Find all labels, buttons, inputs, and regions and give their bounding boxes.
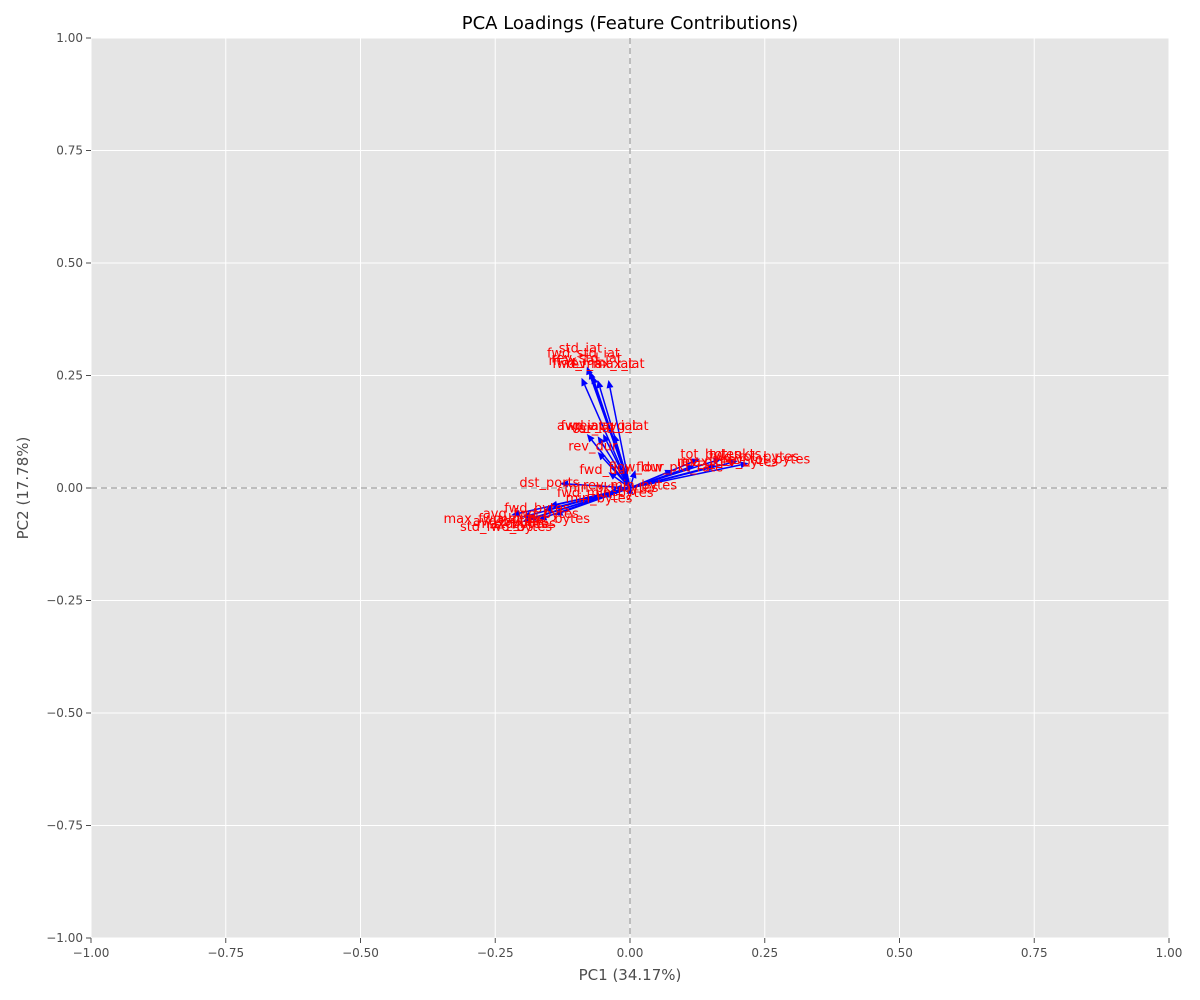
loading-label: dst_ports (519, 476, 579, 491)
loading-arrow (601, 442, 631, 489)
loading-label: max_rev_bytes (680, 455, 778, 470)
loading-label: avg_pkt_bytes (496, 512, 590, 527)
x-tick-label: −0.25 (477, 946, 514, 960)
loading-arrowhead (629, 470, 637, 479)
loading-label: tot_pkts (709, 447, 762, 462)
loading-arrowhead (586, 434, 595, 443)
loading-arrow (519, 487, 631, 514)
y-tick-label: −0.25 (46, 594, 83, 608)
loading-label: fwd_bytes (504, 502, 570, 517)
loading-arrow (629, 464, 741, 489)
loading-label: rev_dur (568, 440, 618, 455)
loading-label: std_fwd_bytes (460, 520, 552, 535)
loading-label: std_iat (559, 341, 602, 356)
x-tick-label: 0.50 (886, 946, 913, 960)
loading-arrowhead (603, 434, 610, 443)
loading-arrowhead (691, 458, 701, 466)
loading-labels: std_iatfwd_std_iatrev_std_iatmax_iatfwd_… (443, 341, 810, 535)
loading-label: max_iat (548, 354, 600, 369)
loading-label: fwd_std_iat (547, 346, 620, 361)
x-axis-label: PC1 (34.17%) (579, 966, 682, 984)
loading-label: rev_min_bytes (583, 478, 677, 493)
loading-label: min_bytes (566, 491, 633, 506)
x-tick-label: −0.50 (342, 946, 379, 960)
y-tick-label: −1.00 (46, 931, 83, 945)
loading-arrowhead (597, 436, 605, 445)
loading-label: avg_iat (557, 419, 604, 434)
loading-arrowhead (591, 375, 599, 385)
loading-label: avg_fwd_bytes (483, 507, 579, 522)
loading-label: rev_std_iat (551, 352, 622, 367)
loading-arrow (629, 466, 709, 489)
loading-arrowhead (522, 516, 531, 523)
loading-arrowhead (606, 380, 614, 389)
loading-label: var_iat (571, 421, 615, 436)
loading-arrowhead (729, 459, 738, 467)
y-axis-ticks: −1.00 −0.75 −0.50 −0.25 0.00 0.25 0.50 0.75 1.00 (46, 31, 91, 945)
loading-label: fwd_tot_bytes (709, 450, 799, 465)
loading-label: fwd_dur (579, 463, 631, 478)
loading-arrowhead (554, 509, 564, 516)
loading-arrowhead (538, 513, 548, 521)
loading-label: fwd_min_bytes (557, 486, 654, 501)
loading-label: rev_max_iat (566, 357, 645, 372)
y-tick-label: 0.00 (56, 481, 83, 495)
loading-arrow (614, 476, 631, 489)
loading-arrowhead (612, 434, 620, 443)
loading-label: max_bytes (477, 517, 548, 532)
loading-arrowhead (608, 472, 617, 480)
loading-arrowhead (712, 457, 722, 465)
x-tick-label: 0.00 (617, 946, 644, 960)
loading-arrowhead (559, 480, 569, 488)
x-tick-label: −0.75 (207, 946, 244, 960)
loading-arrow (602, 457, 631, 489)
y-tick-label: 1.00 (56, 31, 83, 45)
loading-arrow (561, 487, 631, 514)
chart-title: PCA Loadings (Feature Contributions) (462, 13, 799, 34)
y-tick-label: 0.75 (56, 144, 83, 158)
loading-label: fwd_avg_iat (561, 419, 638, 434)
x-tick-label: 1.00 (1156, 946, 1183, 960)
loading-arrowhead (581, 377, 588, 387)
loading-arrow (629, 477, 634, 489)
loading-arrowhead (685, 464, 695, 472)
loading-arrowhead (626, 485, 634, 494)
loading-arrow (609, 387, 631, 489)
x-tick-label: 0.25 (751, 946, 778, 960)
loading-arrow (605, 440, 631, 489)
loading-arrowhead (597, 452, 606, 461)
loading-label: rev_tot_bytes (723, 453, 811, 468)
loading-label: rev_avg_iat (574, 419, 648, 434)
loading-arrowhead (707, 464, 717, 471)
y-tick-label: 0.50 (56, 256, 83, 270)
loading-arrowhead (740, 461, 749, 469)
loading-arrowhead (511, 509, 520, 517)
loading-label: rev_pkts (677, 455, 732, 470)
loading-arrow (629, 467, 688, 489)
loading-arrow (584, 384, 631, 489)
y-tick-label: −0.75 (46, 819, 83, 833)
loading-arrowhead (596, 380, 604, 389)
x-axis-ticks: −1.00 −0.75 −0.50 −0.25 0.00 0.25 0.50 0.75 1.00 (73, 938, 1183, 960)
loading-arrow (615, 441, 631, 489)
x-tick-label: −1.00 (73, 946, 110, 960)
loading-label: min_pkt_bytes (564, 481, 658, 496)
loading-arrows (511, 366, 749, 523)
y-axis-label: PC2 (17.78%) (14, 437, 32, 540)
loading-label: flow_dur (609, 460, 665, 475)
y-tick-label: 0.25 (56, 369, 83, 383)
loading-label: tot_bytes (680, 447, 741, 462)
loading-label: fwd_max_iat (552, 357, 633, 372)
loading-label: avg_bytes (473, 515, 539, 530)
y-tick-label: −0.50 (46, 706, 83, 720)
x-tick-label: 0.75 (1021, 946, 1048, 960)
loading-label: std_bytes (493, 517, 556, 532)
loading-label: max_fwd_bytes (443, 512, 544, 527)
loading-label: flow_pkt_rate (636, 460, 723, 475)
